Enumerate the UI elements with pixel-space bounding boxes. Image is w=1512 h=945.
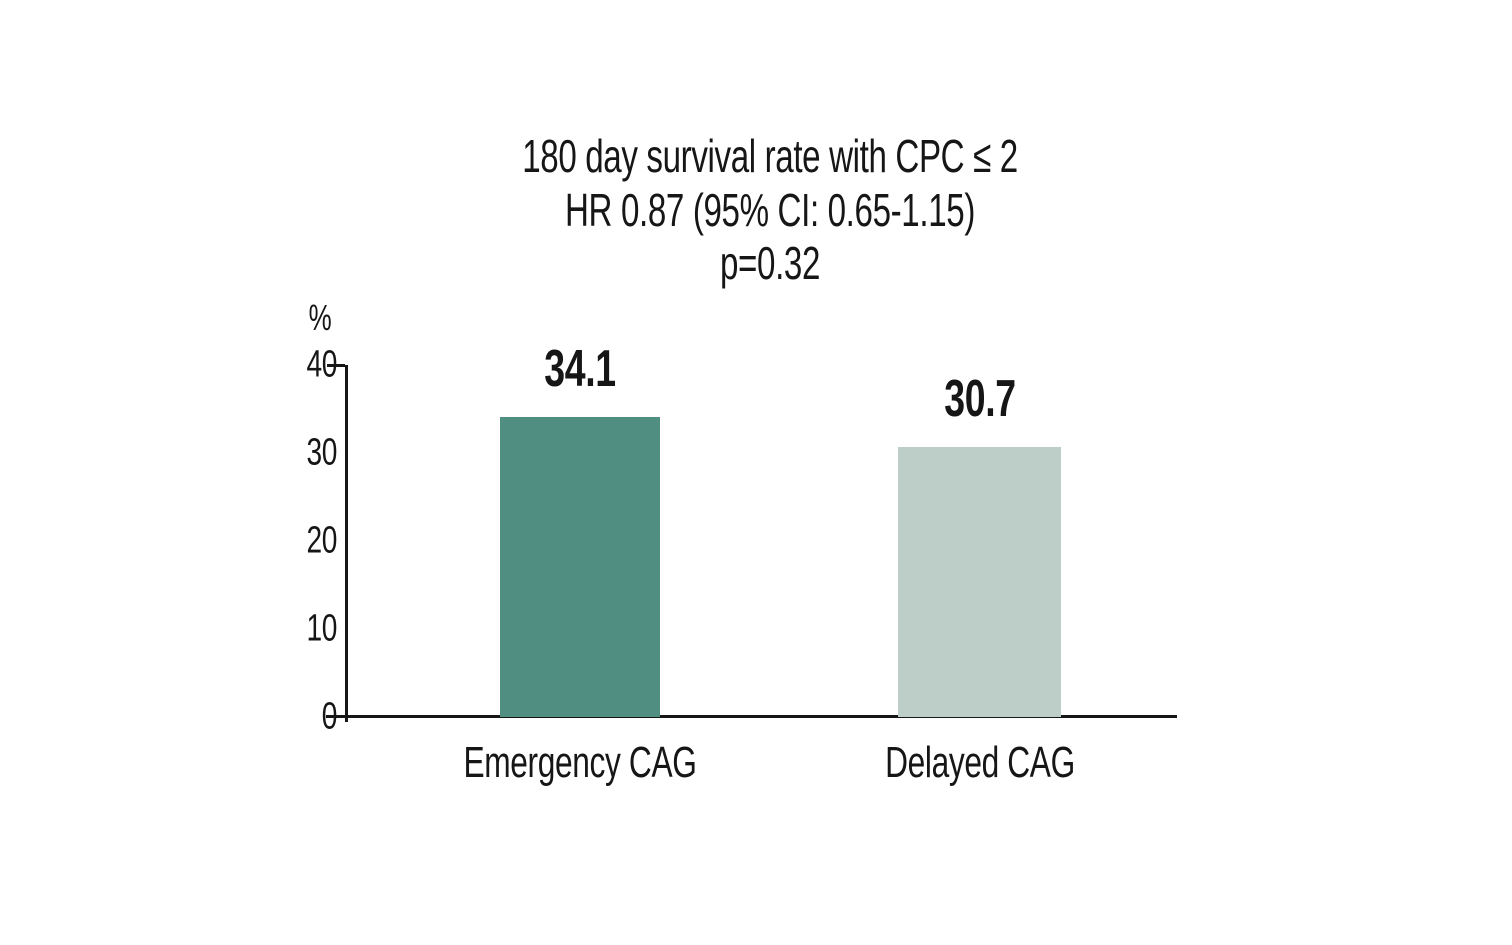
chart-subtitle-pvalue-text: p=0.32 <box>719 237 821 289</box>
category-label-emergency-cag: Emergency CAG <box>418 738 742 788</box>
value-label-delayed-cag-text: 30.7 <box>944 369 1016 428</box>
y-axis-line <box>345 365 348 722</box>
value-label-delayed-cag: 30.7 <box>930 369 1029 429</box>
bar-emergency-cag <box>500 416 660 717</box>
x-axis-line <box>345 715 1177 718</box>
category-label-emergency-cag-text: Emergency CAG <box>463 738 697 787</box>
y-tick-20: 20 <box>296 520 337 563</box>
bar-delayed-cag <box>898 446 1061 717</box>
y-tick-30-text: 30 <box>306 431 337 474</box>
y-tick-10: 10 <box>296 608 337 651</box>
chart-subtitle-hr-text: HR 0.87 (95% CI: 0.65-1.15) <box>564 184 976 236</box>
y-tick-mark-0 <box>326 715 345 718</box>
y-tick-10-text: 10 <box>306 607 337 650</box>
y-tick-30: 30 <box>296 432 337 475</box>
category-label-delayed-cag: Delayed CAG <box>848 738 1112 788</box>
chart-title: 180 day survival rate with CPC ≤ 2 <box>426 129 1114 183</box>
value-label-emergency-cag: 34.1 <box>530 339 629 399</box>
y-tick-mark-40 <box>327 364 345 367</box>
y-tick-20-text: 20 <box>306 519 337 562</box>
y-axis-unit-label: % <box>304 297 336 339</box>
y-axis-unit-text: % <box>308 297 332 338</box>
chart-subtitle-hr: HR 0.87 (95% CI: 0.65-1.15) <box>485 183 1054 237</box>
category-label-delayed-cag-text: Delayed CAG <box>885 738 1075 787</box>
chart-subtitle-pvalue: p=0.32 <box>701 236 840 290</box>
chart-title-text: 180 day survival rate with CPC ≤ 2 <box>522 130 1018 182</box>
value-label-emergency-cag-text: 34.1 <box>544 339 616 398</box>
